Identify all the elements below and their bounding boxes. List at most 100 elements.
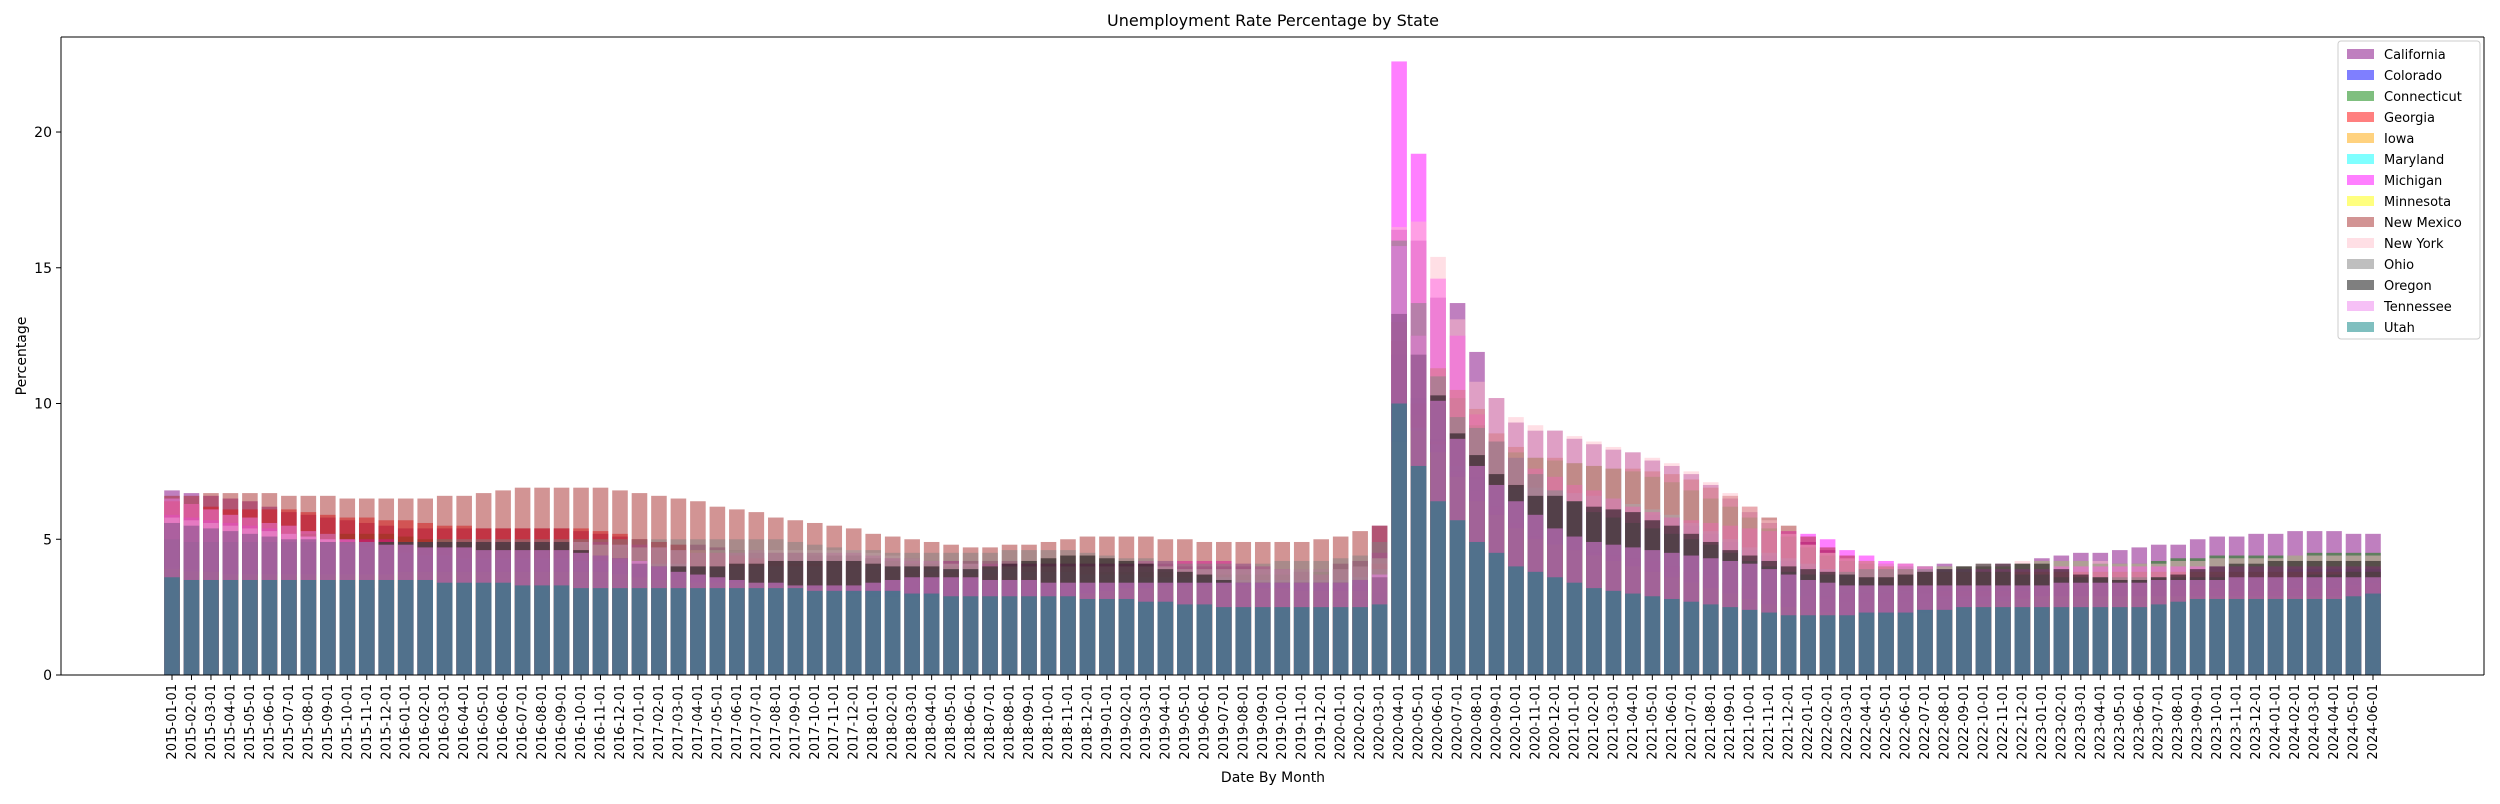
bar-utah-2017-12-01 [845, 590, 862, 675]
bar-utah-2016-02-01 [417, 579, 433, 675]
bar-utah-2018-08-01 [1001, 596, 1018, 675]
bar-utah-2017-11-01 [826, 590, 843, 675]
bar-utah-2019-04-01 [1157, 601, 1174, 675]
bar-utah-2018-01-01 [865, 590, 881, 675]
chart-title: Unemployment Rate Percentage by State [1107, 11, 1439, 30]
x-tick-label-2020-04-01: 2020-04-01 [1392, 684, 1407, 760]
x-tick-label-2017-04-01: 2017-04-01 [691, 684, 706, 760]
legend-label-connecticut: Connecticut [2384, 90, 2462, 105]
x-tick-label-2019-01-01: 2019-01-01 [1100, 684, 1115, 760]
x-tick-label-2021-05-01: 2021-05-01 [1645, 684, 1660, 760]
x-tick-label-2022-06-01: 2022-06-01 [1899, 684, 1914, 760]
x-tick-label-2017-07-01: 2017-07-01 [749, 684, 764, 760]
y-tick-label-5: 5 [43, 532, 52, 548]
x-tick-label-2018-01-01: 2018-01-01 [866, 684, 881, 760]
bar-utah-2021-10-01 [1741, 609, 1758, 675]
bar-utah-2022-07-01 [1917, 609, 1933, 675]
bar-utah-2018-10-01 [1040, 596, 1057, 675]
x-tick-label-2023-06-01: 2023-06-01 [2132, 684, 2147, 760]
x-tick-label-2017-03-01: 2017-03-01 [671, 684, 686, 760]
bar-utah-2018-07-01 [982, 596, 998, 675]
bar-utah-2020-02-01 [1352, 607, 1368, 675]
bar-utah-2016-05-01 [475, 582, 492, 675]
x-tick-label-2023-02-01: 2023-02-01 [2054, 684, 2069, 760]
x-tick-label-2021-11-01: 2021-11-01 [1762, 684, 1777, 760]
x-tick-label-2018-08-01: 2018-08-01 [1003, 684, 1018, 760]
x-tick-label-2018-03-01: 2018-03-01 [905, 684, 920, 760]
x-tick-label-2017-01-01: 2017-01-01 [632, 684, 647, 760]
x-tick-label-2021-06-01: 2021-06-01 [1665, 684, 1680, 760]
x-tick-label-2017-12-01: 2017-12-01 [847, 684, 862, 760]
bar-utah-2019-12-01 [1313, 607, 1329, 675]
bar-utah-2023-03-01 [2073, 607, 2089, 675]
bar-utah-2020-06-01 [1430, 501, 1446, 675]
bar-utah-2020-12-01 [1547, 577, 1563, 675]
bar-utah-2017-09-01 [787, 588, 804, 675]
bar-utah-2018-11-01 [1060, 596, 1076, 675]
legend-label-georgia: Georgia [2384, 111, 2435, 126]
bar-utah-2021-04-01 [1625, 593, 1641, 675]
x-tick-label-2022-04-01: 2022-04-01 [1860, 684, 1875, 760]
bar-utah-2020-09-01 [1488, 552, 1505, 675]
x-tick-label-2022-12-01: 2022-12-01 [2015, 684, 2030, 760]
bar-utah-2018-05-01 [943, 596, 959, 675]
legend-label-colorado: Colorado [2384, 69, 2442, 84]
x-tick-label-2020-03-01: 2020-03-01 [1373, 684, 1388, 760]
bar-utah-2019-09-01 [1254, 607, 1271, 675]
bar-utah-2022-05-01 [1878, 612, 1894, 675]
legend-swatch-new-mexico [2347, 217, 2374, 227]
bar-utah-2015-12-01 [378, 579, 395, 675]
y-axis-ticks: 0 5 10 15 20 [34, 125, 61, 684]
bar-utah-2016-12-01 [612, 588, 628, 675]
y-tick-label-10: 10 [34, 397, 52, 413]
x-tick-label-2019-10-01: 2019-10-01 [1275, 684, 1290, 760]
bar-utah-2015-08-01 [300, 579, 317, 675]
x-tick-label-2021-03-01: 2021-03-01 [1606, 684, 1621, 760]
x-tick-label-2017-02-01: 2017-02-01 [652, 684, 667, 760]
bar-utah-2017-05-01 [709, 588, 726, 675]
x-tick-label-2016-05-01: 2016-05-01 [477, 684, 492, 760]
bar-utah-2021-05-01 [1644, 596, 1661, 675]
bar-utah-2015-04-01 [222, 579, 239, 675]
x-tick-label-2022-01-01: 2022-01-01 [1801, 684, 1816, 760]
x-tick-label-2020-06-01: 2020-06-01 [1431, 684, 1446, 760]
x-tick-label-2018-02-01: 2018-02-01 [886, 684, 901, 760]
legend-label-tennessee: Tennessee [2383, 300, 2452, 315]
bar-utah-2015-06-01 [261, 579, 278, 675]
bar-utah-2020-11-01 [1527, 571, 1544, 675]
x-tick-label-2022-11-01: 2022-11-01 [1996, 684, 2011, 760]
x-tick-label-2023-08-01: 2023-08-01 [2171, 684, 2186, 760]
bar-utah-2023-10-01 [2209, 598, 2225, 675]
bar-utah-2023-12-01 [2248, 598, 2264, 675]
x-tick-label-2015-10-01: 2015-10-01 [340, 684, 355, 760]
bar-utah-2018-06-01 [962, 596, 979, 675]
x-tick-label-2021-09-01: 2021-09-01 [1723, 684, 1738, 760]
x-tick-label-2016-02-01: 2016-02-01 [418, 684, 433, 760]
x-tick-label-2024-03-01: 2024-03-01 [2308, 684, 2323, 760]
bar-utah-2016-10-01 [573, 588, 589, 675]
y-axis-label: Percentage [14, 317, 30, 396]
legend-swatch-utah [2347, 322, 2374, 332]
x-tick-label-2022-07-01: 2022-07-01 [1918, 684, 1933, 760]
x-tick-label-2023-01-01: 2023-01-01 [2035, 684, 2050, 760]
x-tick-label-2023-04-01: 2023-04-01 [2093, 684, 2108, 760]
legend-frame [2337, 40, 2481, 340]
x-tick-label-2022-03-01: 2022-03-01 [1840, 684, 1855, 760]
legend-label-california: California [2384, 48, 2446, 63]
x-tick-label-2017-11-01: 2017-11-01 [827, 684, 842, 760]
x-tick-label-2021-01-01: 2021-01-01 [1567, 684, 1582, 760]
x-tick-label-2015-09-01: 2015-09-01 [321, 684, 336, 760]
legend-swatch-minnesota [2347, 196, 2374, 206]
bar-utah-2018-09-01 [1021, 596, 1037, 675]
bar-utah-2020-04-01 [1391, 403, 1407, 675]
bar-utah-2016-09-01 [553, 585, 570, 675]
bar-utah-2021-08-01 [1702, 604, 1719, 675]
x-tick-label-2023-11-01: 2023-11-01 [2230, 684, 2245, 760]
bar-utah-2019-10-01 [1274, 607, 1291, 675]
x-tick-label-2016-06-01: 2016-06-01 [496, 684, 511, 760]
x-tick-label-2017-09-01: 2017-09-01 [788, 684, 803, 760]
x-tick-label-2021-02-01: 2021-02-01 [1587, 684, 1602, 760]
x-tick-label-2015-11-01: 2015-11-01 [360, 684, 375, 760]
legend-swatch-michigan [2347, 175, 2374, 185]
